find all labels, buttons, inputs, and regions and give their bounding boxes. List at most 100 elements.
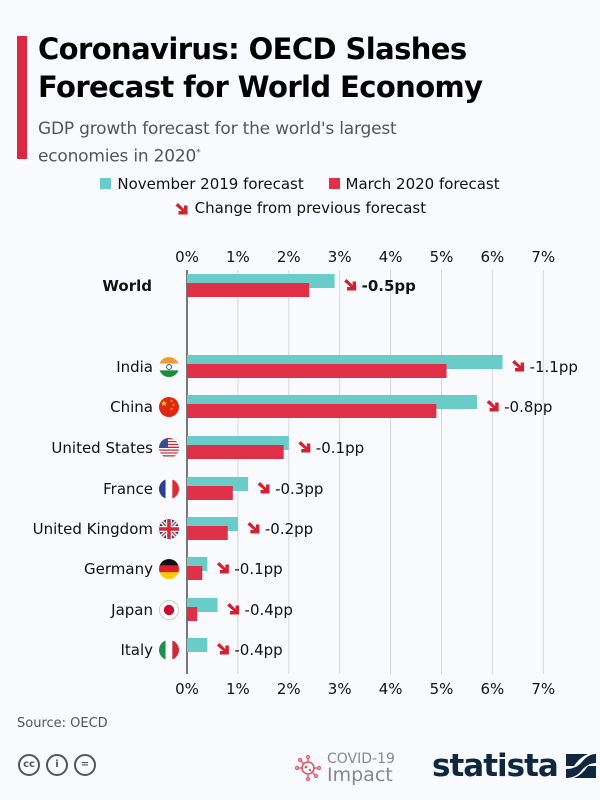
source-note: Source: OECD	[17, 716, 108, 731]
bar-mar2020	[187, 445, 284, 459]
down-arrow-icon	[216, 562, 229, 574]
china-flag: ★ ★★★	[159, 397, 179, 417]
svg-text:★: ★	[170, 399, 173, 403]
change-label: -0.4pp	[245, 601, 293, 619]
change-label: -1.1pp	[530, 358, 578, 376]
x-tick-label-top: 2%	[277, 248, 301, 266]
down-arrow-icon	[344, 279, 357, 291]
x-tick-label-top: 4%	[379, 248, 403, 266]
change-label: -0.1pp	[234, 560, 282, 578]
change-labels: -0.5pp -1.1pp -0.8pp -0.1pp -0.3pp -0.2pp -0.1…	[216, 277, 578, 659]
uk-flag	[159, 519, 179, 539]
statista-logo-icon	[565, 754, 596, 778]
change-label: -0.8pp	[504, 398, 552, 416]
change-label: -0.3pp	[275, 480, 323, 498]
legend-item-change: Change from previous forecast	[174, 199, 426, 217]
x-tick-label-top: 5%	[430, 248, 454, 266]
change-label: -0.2pp	[265, 520, 313, 538]
down-arrow-icon	[486, 400, 499, 412]
subtitle-line-1: GDP growth forecast for the world's larg…	[38, 119, 397, 139]
bar-mar2020	[187, 526, 228, 540]
x-tick-label-bottom: 4%	[379, 680, 403, 698]
svg-text:★: ★	[160, 399, 167, 408]
category-label: China	[110, 398, 153, 416]
svg-text:★: ★	[170, 407, 173, 411]
title-line-1: Coronavirus: OECD Slashes	[38, 32, 467, 66]
japan-flag	[159, 600, 179, 620]
covid-impact-text: COVID-19 Impact	[327, 751, 395, 786]
covid-impact-badge: COVID-19 Impact	[295, 751, 395, 786]
virus-icon	[295, 755, 321, 781]
title-line-2: Forecast for World Economy	[38, 70, 483, 104]
category-label: Italy	[120, 641, 153, 659]
bar-mar2020	[187, 486, 233, 500]
legend-label-nov2019: November 2019 forecast	[117, 175, 304, 193]
x-tick-label-top: 3%	[328, 248, 352, 266]
statista-wordmark: statista	[432, 748, 559, 784]
down-arrow-icon	[216, 643, 229, 655]
x-tick-label-bottom: 3%	[328, 680, 352, 698]
bar-nov2019	[187, 638, 208, 652]
usa-flag	[159, 438, 179, 458]
legend-change: Change from previous forecast	[0, 199, 600, 217]
france-flag	[159, 479, 179, 499]
no-derivatives-icon[interactable]: =	[74, 754, 96, 776]
x-tick-label-bottom: 6%	[481, 680, 505, 698]
bar-mar2020	[187, 283, 310, 297]
bar-mar2020	[187, 364, 447, 378]
legend-label-change: Change from previous forecast	[194, 199, 427, 217]
subtitle-line-2: economies in 2020*	[38, 141, 396, 169]
bars	[187, 274, 503, 652]
covid-line-2: Impact	[327, 764, 393, 786]
statista-logo[interactable]: statista	[432, 750, 596, 782]
change-label: -0.1pp	[316, 439, 364, 457]
legend-item-nov2019: November 2019 forecast	[100, 175, 304, 193]
attribution-icon[interactable]: i	[46, 754, 68, 776]
india-flag	[159, 357, 179, 377]
category-label: World	[102, 277, 152, 295]
category-label: United States	[51, 439, 153, 457]
legend: November 2019 forecast March 2020 foreca…	[0, 175, 600, 193]
category-label: Germany	[84, 560, 153, 578]
legend-item-mar2020: March 2020 forecast	[328, 175, 500, 193]
down-arrow-icon	[227, 603, 240, 615]
bar-mar2020	[187, 566, 203, 580]
down-arrow-icon	[175, 202, 188, 214]
change-label: -0.4pp	[234, 641, 282, 659]
creative-commons-icon[interactable]: cc	[18, 754, 40, 776]
italy-flag	[159, 640, 179, 660]
subtitle: GDP growth forecast for the world's larg…	[38, 117, 397, 169]
germany-flag	[159, 559, 179, 579]
subtitle-line-2-text: economies in 2020	[38, 146, 197, 167]
x-tick-label-bottom: 0%	[175, 680, 199, 698]
category-label: France	[103, 480, 153, 498]
title-accent-bar	[17, 36, 27, 159]
bar-mar2020	[187, 607, 198, 621]
legend-swatch-nov2019	[100, 178, 112, 189]
change-label: -0.5pp	[362, 277, 417, 295]
category-labels: World India China United States France United…	[33, 277, 154, 659]
x-tick-label-bottom: 1%	[226, 680, 250, 698]
footnote-mark: *	[196, 148, 201, 158]
page-title: Coronavirus: OECD Slashes Forecast for W…	[38, 30, 483, 106]
down-arrow-icon	[298, 441, 311, 453]
category-label: United Kingdom	[33, 520, 153, 538]
legend-swatch-mar2020	[328, 178, 340, 189]
x-tick-label-bottom: 5%	[430, 680, 454, 698]
license-icons: cc i =	[18, 754, 96, 776]
x-tick-label-top: 1%	[226, 248, 250, 266]
down-arrow-icon	[247, 522, 260, 534]
category-label: India	[116, 358, 153, 376]
x-axis-top: 0% 1% 2% 3% 4% 5% 6% 7%	[175, 248, 555, 266]
down-arrow-icon	[257, 482, 270, 494]
bar-mar2020	[187, 404, 437, 418]
legend-label-mar2020: March 2020 forecast	[345, 175, 500, 193]
x-tick-label-bottom: 2%	[277, 680, 301, 698]
svg-text:★: ★	[172, 403, 175, 407]
down-arrow-icon	[512, 360, 525, 372]
x-axis-bottom: 0% 1% 2% 3% 4% 5% 6% 7%	[175, 680, 555, 698]
x-tick-label-top: 6%	[481, 248, 505, 266]
chart-grid	[186, 270, 544, 674]
covid-line-1: COVID-19	[327, 751, 395, 767]
